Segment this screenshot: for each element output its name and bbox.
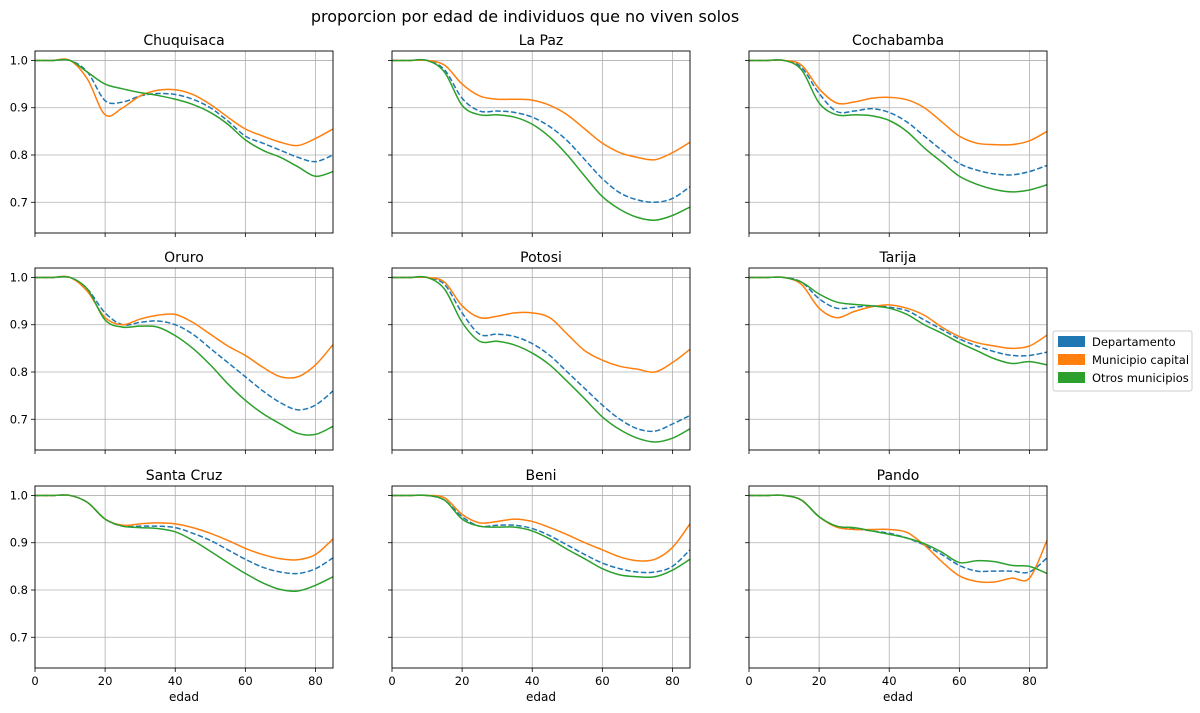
series-line-otros-municipios bbox=[749, 276, 1047, 366]
series-line-otros-municipios bbox=[749, 59, 1047, 193]
y-tick-label: 0.7 bbox=[10, 412, 28, 426]
x-tick-label: 0 bbox=[388, 674, 395, 688]
x-axis-label: edad bbox=[526, 690, 556, 704]
series-line-municipio-capital bbox=[35, 58, 333, 147]
panel-title: Santa Cruz bbox=[146, 468, 223, 484]
y-tick-label: 0.9 bbox=[10, 101, 28, 115]
x-tick-label: 60 bbox=[595, 674, 610, 688]
panel-title: Pando bbox=[877, 468, 920, 484]
legend: Departamento Municipio capital Otros mun… bbox=[1052, 330, 1193, 392]
panel-la-paz: La Paz bbox=[388, 33, 691, 237]
series-line-departamento bbox=[35, 494, 333, 575]
series-line-departamento bbox=[749, 276, 1047, 357]
series-line-municipio-capital bbox=[35, 494, 333, 561]
y-tick-label: 0.7 bbox=[10, 195, 28, 209]
y-tick-label: 0.8 bbox=[10, 583, 28, 597]
x-axis-label: edad bbox=[169, 690, 199, 704]
legend-swatch-departamento bbox=[1058, 336, 1085, 347]
series-line-municipio-capital bbox=[392, 276, 690, 373]
panel-potosi: Potosi bbox=[388, 250, 691, 454]
x-tick-label: 40 bbox=[168, 674, 183, 688]
y-tick-label: 0.9 bbox=[10, 318, 28, 332]
y-tick-label: 1.0 bbox=[10, 488, 28, 502]
series-line-departamento bbox=[35, 275, 333, 411]
series-line-municipio-capital bbox=[392, 59, 690, 161]
series-line-otros-municipios bbox=[392, 275, 690, 443]
y-tick-label: 1.0 bbox=[10, 53, 28, 67]
x-axis-label: edad bbox=[883, 690, 913, 704]
panel-title: Oruro bbox=[164, 250, 204, 266]
panel-frame bbox=[748, 267, 1048, 451]
panel-title: Tarija bbox=[879, 250, 917, 266]
series-line-municipio-capital bbox=[392, 494, 690, 562]
panel-frame bbox=[391, 485, 691, 669]
series-line-otros-municipios bbox=[35, 275, 333, 436]
legend-swatch-municipio-capital bbox=[1058, 354, 1085, 365]
legend-label-municipio-capital: Municipio capital bbox=[1092, 353, 1189, 367]
series-line-municipio-capital bbox=[35, 275, 333, 379]
x-tick-label: 80 bbox=[1022, 674, 1037, 688]
series-line-municipio-capital bbox=[749, 59, 1047, 146]
panel-oruro: 0.7 0.8 0.9 1.0 Oruro bbox=[10, 250, 334, 454]
series-line-otros-municipios bbox=[749, 494, 1047, 575]
panel-grid: 0.7 0.8 0.9 1.0 Chuquisaca La Paz Cochabamba 0.… bbox=[10, 33, 1048, 704]
panel-tarija: Tarija bbox=[745, 250, 1048, 454]
series-line-otros-municipios bbox=[392, 58, 690, 222]
series-line-municipio-capital bbox=[749, 494, 1047, 584]
panel-title: Cochabamba bbox=[852, 33, 944, 49]
panel-frame bbox=[748, 50, 1048, 234]
panel-frame bbox=[391, 267, 691, 451]
panel-pando: 0 20 40 60 80 Pando edad bbox=[745, 468, 1048, 704]
legend-label-departamento: Departamento bbox=[1092, 335, 1176, 349]
panel-beni: 0 20 40 60 80 Beni edad bbox=[388, 468, 691, 704]
panel-title: Chuquisaca bbox=[143, 33, 224, 49]
x-tick-label: 20 bbox=[455, 674, 470, 688]
x-tick-label: 80 bbox=[308, 674, 323, 688]
x-tick-label: 20 bbox=[98, 674, 113, 688]
x-tick-label: 20 bbox=[812, 674, 827, 688]
series-line-otros-municipios bbox=[35, 58, 333, 178]
panel-santa-cruz: 0 20 40 60 80 0.7 0.8 0.9 1.0 Santa Cruz edad bbox=[10, 468, 334, 704]
figure-title: proporcion por edad de individuos que no… bbox=[311, 7, 739, 26]
series-line-departamento bbox=[35, 58, 333, 163]
series-line-departamento bbox=[392, 59, 690, 204]
y-tick-label: 0.7 bbox=[10, 630, 28, 644]
x-tick-label: 0 bbox=[745, 674, 752, 688]
series-line-municipio-capital bbox=[749, 276, 1047, 350]
panel-frame bbox=[34, 485, 334, 669]
legend-swatch-otros-municipios bbox=[1058, 372, 1085, 383]
series-line-otros-municipios bbox=[392, 494, 690, 579]
x-tick-label: 40 bbox=[525, 674, 540, 688]
panel-cochabamba: Cochabamba bbox=[745, 33, 1048, 237]
panel-title: La Paz bbox=[519, 33, 564, 49]
series-line-departamento bbox=[749, 494, 1047, 574]
x-tick-label: 40 bbox=[882, 674, 897, 688]
y-tick-label: 0.9 bbox=[10, 536, 28, 550]
series-line-departamento bbox=[392, 276, 690, 433]
x-tick-label: 60 bbox=[952, 674, 967, 688]
legend-label-otros-municipios: Otros municipios bbox=[1092, 371, 1189, 385]
panel-title: Potosi bbox=[520, 250, 562, 266]
x-tick-label: 80 bbox=[665, 674, 680, 688]
series-line-departamento bbox=[749, 59, 1047, 176]
panel-title: Beni bbox=[526, 468, 557, 484]
y-tick-label: 0.8 bbox=[10, 365, 28, 379]
legend-frame bbox=[1052, 330, 1193, 392]
x-tick-label: 0 bbox=[31, 674, 38, 688]
panel-frame bbox=[34, 50, 334, 234]
panel-frame bbox=[391, 50, 691, 234]
panel-frame bbox=[34, 267, 334, 451]
series-line-otros-municipios bbox=[35, 494, 333, 592]
panel-frame bbox=[748, 485, 1048, 669]
y-tick-label: 1.0 bbox=[10, 270, 28, 284]
panel-chuquisaca: 0.7 0.8 0.9 1.0 Chuquisaca bbox=[10, 33, 334, 237]
y-tick-label: 0.8 bbox=[10, 148, 28, 162]
x-tick-label: 60 bbox=[238, 674, 253, 688]
